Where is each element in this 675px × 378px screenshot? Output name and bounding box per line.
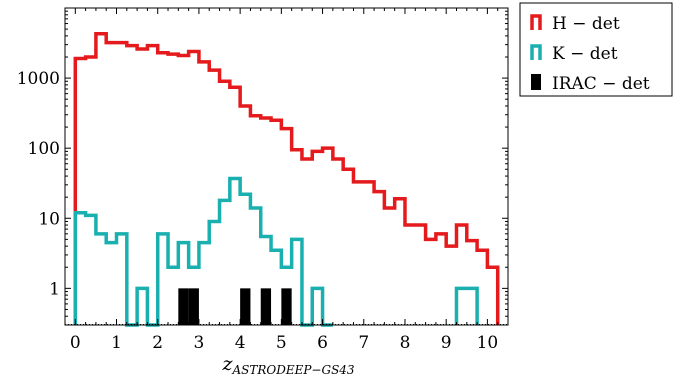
series-0-group — [73, 31, 500, 325]
series-layer — [65, 31, 508, 327]
x-tick-label-2: 2 — [152, 333, 163, 353]
legend-label-1: K − det — [552, 44, 618, 64]
x-tick-label-8: 8 — [400, 333, 411, 353]
y-tick-label-100: 100 — [28, 139, 60, 159]
legend-swatch-2 — [531, 74, 541, 90]
ticks-layer: 0 1 2 3 4 5 6 7 8 9 10 1 10 100 1000 — [17, 8, 509, 353]
legend-label-0: H − det — [552, 14, 620, 34]
x-axis-label-subscript: ASTRODEEP−GS43 — [231, 363, 354, 377]
series-1-step-1 — [454, 286, 479, 325]
irac-bar-4 — [281, 288, 292, 325]
legend-swatch-1 — [530, 44, 542, 60]
x-axis-label: zASTRODEEP−GS43 — [221, 353, 354, 377]
plot-frame — [64, 7, 509, 326]
x-tick-label-10: 10 — [477, 333, 499, 353]
irac-bar-2 — [240, 288, 251, 325]
legend: H − det K − det IRAC − det — [519, 2, 673, 97]
legend-label-2: IRAC − det — [552, 74, 650, 94]
irac-bar-0 — [178, 288, 189, 325]
x-tick-label-0: 0 — [70, 333, 81, 353]
series-1-step-0 — [73, 176, 333, 327]
y-tick-label-10: 10 — [38, 209, 60, 229]
irac-bar-1 — [188, 288, 199, 325]
x-tick-label-6: 6 — [317, 333, 328, 353]
irac-bar-3 — [260, 288, 272, 325]
series-0-step-0 — [73, 31, 500, 325]
x-tick-label-3: 3 — [194, 333, 205, 353]
x-tick-label-7: 7 — [358, 333, 369, 353]
legend-box — [519, 2, 673, 97]
legend-swatch-0 — [530, 14, 542, 30]
x-axis-label-main: z — [221, 353, 233, 375]
x-tick-label-1: 1 — [111, 333, 122, 353]
y-tick-label-1: 1 — [49, 279, 60, 299]
y-tick-label-1000: 1000 — [17, 69, 60, 89]
series-1-group — [73, 176, 479, 327]
x-tick-label-9: 9 — [441, 333, 452, 353]
x-tick-label-5: 5 — [276, 333, 287, 353]
svg-text:zASTRODEEP−GS43: zASTRODEEP−GS43 — [221, 353, 354, 377]
x-tick-label-4: 4 — [235, 333, 246, 353]
